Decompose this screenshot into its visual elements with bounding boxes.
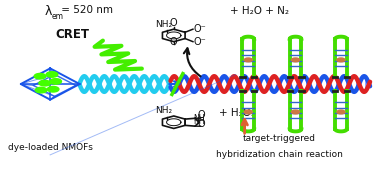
Text: O: O <box>170 18 178 28</box>
Circle shape <box>337 58 345 62</box>
Text: O: O <box>198 110 205 120</box>
Text: NH: NH <box>194 114 205 123</box>
Text: NH₂: NH₂ <box>155 20 172 29</box>
Circle shape <box>291 110 299 114</box>
Text: + H₂O₂: + H₂O₂ <box>219 108 255 118</box>
Circle shape <box>46 72 58 77</box>
Text: = 520 nm: = 520 nm <box>58 5 113 15</box>
Text: em: em <box>52 12 64 21</box>
Circle shape <box>34 74 46 79</box>
Text: O⁻: O⁻ <box>194 37 206 47</box>
Text: + H₂O + N₂: + H₂O + N₂ <box>230 6 289 16</box>
Text: O: O <box>170 37 178 47</box>
Text: λ: λ <box>45 5 52 18</box>
Circle shape <box>35 87 47 93</box>
Text: O⁻: O⁻ <box>194 24 206 34</box>
Text: NH₂: NH₂ <box>155 106 172 115</box>
Circle shape <box>39 80 51 86</box>
Text: O: O <box>198 119 205 129</box>
Text: dye-loaded NMOFs: dye-loaded NMOFs <box>8 143 93 152</box>
Text: CRET: CRET <box>56 28 90 41</box>
Circle shape <box>337 110 345 114</box>
Text: target-triggered: target-triggered <box>243 134 316 143</box>
Circle shape <box>291 58 299 62</box>
Circle shape <box>244 110 252 114</box>
Circle shape <box>50 79 62 84</box>
Circle shape <box>47 86 59 92</box>
Circle shape <box>244 58 252 62</box>
Text: hybridization chain reaction: hybridization chain reaction <box>216 150 342 159</box>
Text: NH: NH <box>194 117 205 126</box>
